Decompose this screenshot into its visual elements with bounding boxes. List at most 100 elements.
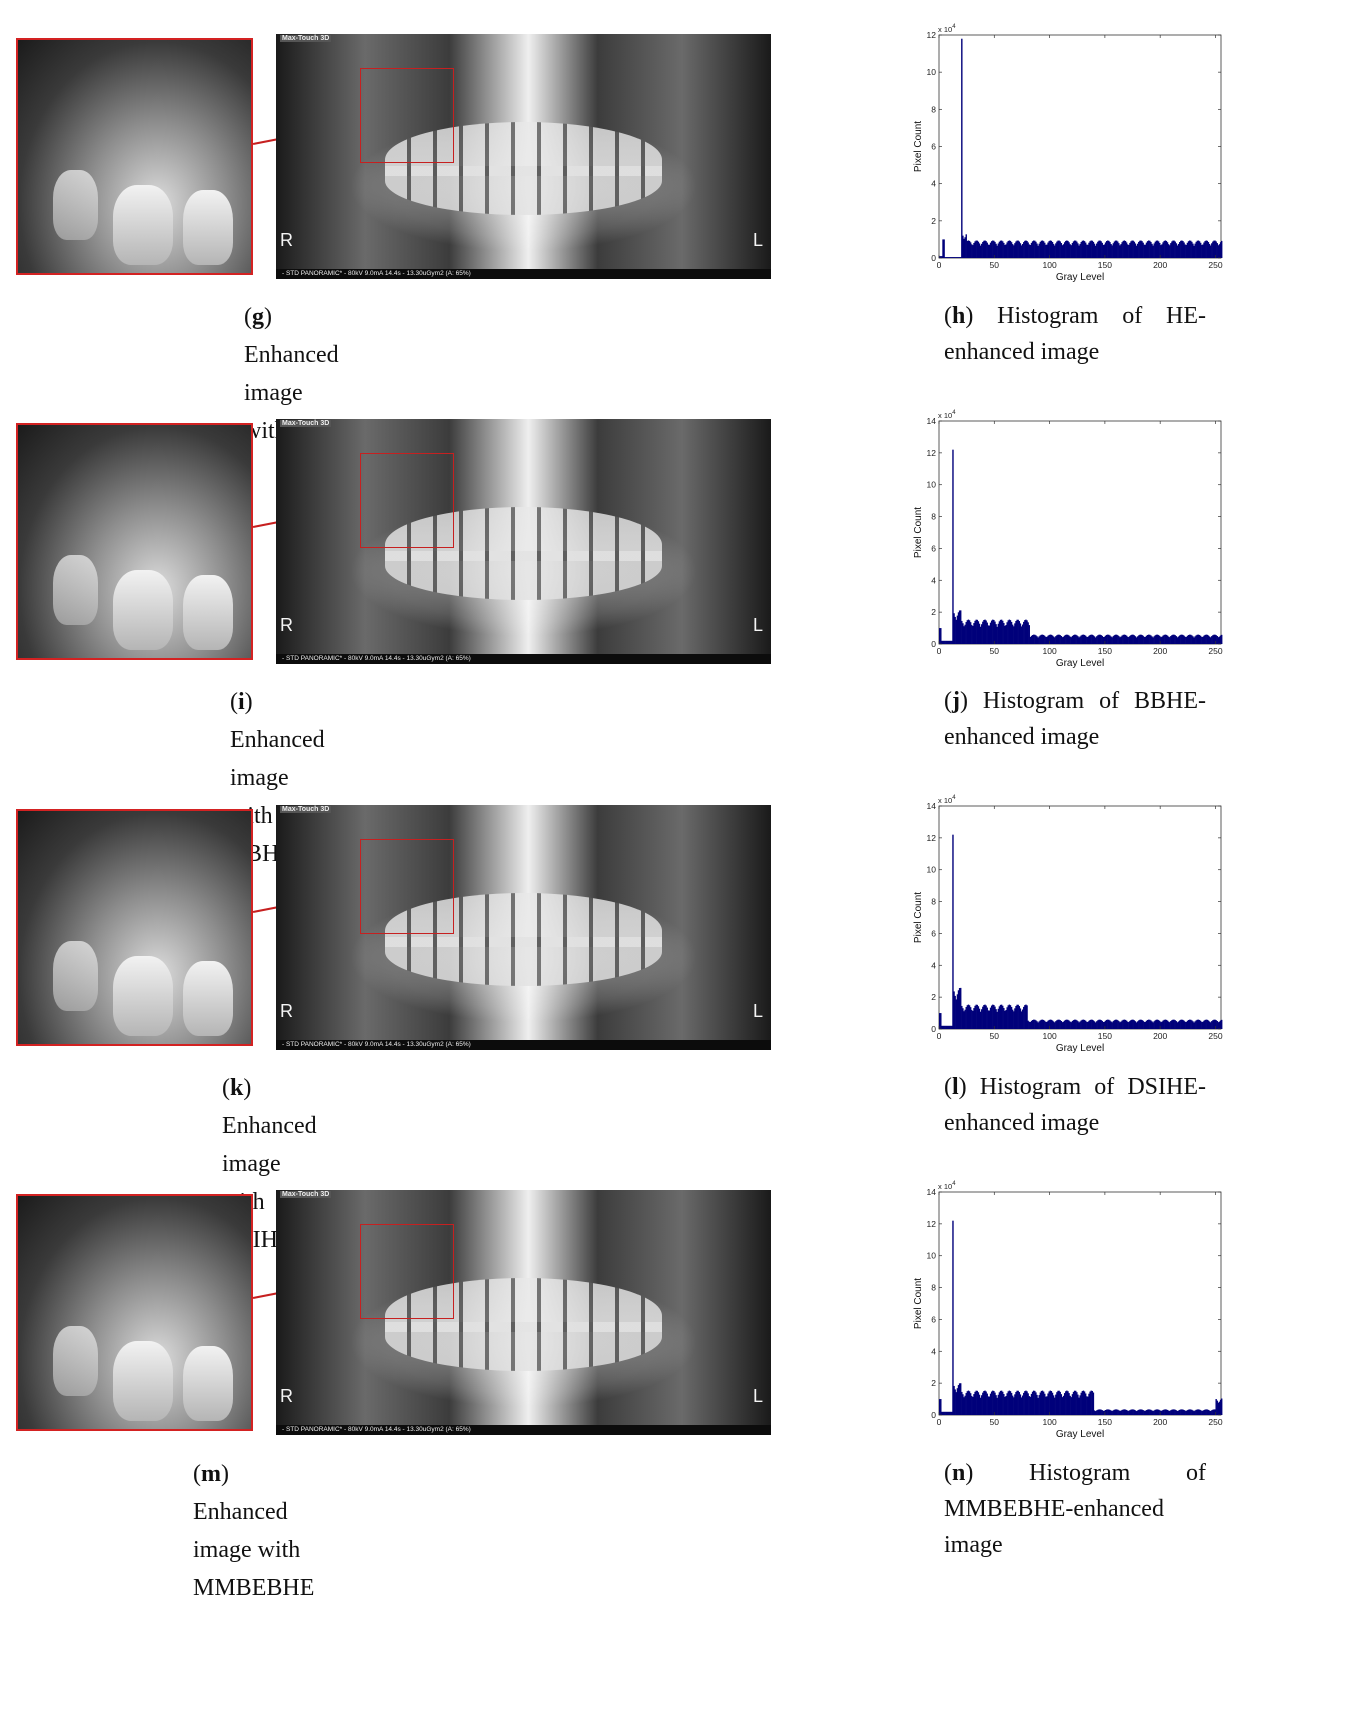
histogram-bar: [1219, 1399, 1222, 1415]
histogram-bar: [946, 1411, 949, 1415]
histogram-bar: [955, 619, 957, 644]
histogram-bar: [1027, 1393, 1029, 1415]
histogram-bar: [1016, 1004, 1018, 1029]
histogram-bar: [1031, 1020, 1034, 1029]
histogram-bar: [1175, 636, 1178, 644]
histogram-bar: [1004, 245, 1006, 258]
histogram-bar: [973, 1394, 975, 1415]
histogram-bar: [1111, 1022, 1113, 1029]
histogram-bar: [995, 1395, 997, 1415]
histogram-bar: [998, 241, 1001, 258]
histogram-bar: [940, 1399, 942, 1415]
histogram-bar: [1140, 240, 1142, 258]
histogram-bar: [1092, 241, 1095, 258]
histogram-bar: [1155, 1409, 1158, 1415]
histogram-bar: [1108, 634, 1110, 644]
histogram-bar: [997, 1008, 1000, 1029]
histogram-bar: [1044, 1393, 1046, 1415]
histogram-bar: [1110, 244, 1112, 258]
histogram-bar: [962, 235, 964, 258]
histogram-bar: [969, 1393, 972, 1415]
histogram-bar: [1050, 634, 1053, 644]
histogram-bar: [1182, 634, 1184, 644]
histogram-bar: [1213, 634, 1215, 644]
histogram-bar: [1013, 245, 1015, 258]
xray-brand-label: Max-Touch 3D: [280, 806, 332, 813]
histogram-bar: [1135, 1411, 1138, 1415]
histogram-bar: [1176, 637, 1179, 644]
histogram-bar: [1121, 1409, 1123, 1415]
histogram-bar: [971, 1009, 973, 1029]
y-tick-label: 4: [931, 575, 936, 585]
histogram-bar: [967, 240, 970, 258]
histogram-bar: [1112, 1410, 1115, 1415]
histogram-bar: [1160, 637, 1162, 644]
histogram-bar: [1057, 1390, 1059, 1415]
caption-n: (n) Histogram of MMBEBHE-enhanced image: [944, 1460, 1206, 1558]
histogram-bar: [1089, 1020, 1091, 1029]
histogram-bar: [979, 1397, 982, 1415]
histogram-bar: [1146, 634, 1149, 644]
histogram-bar: [1160, 1022, 1162, 1029]
histogram-bar: [951, 1411, 953, 1415]
x-tick-label: 100: [1042, 646, 1056, 656]
histogram-bar: [955, 257, 957, 258]
histogram-bar: [1143, 636, 1145, 644]
histogram-bar: [1038, 636, 1040, 644]
histogram-bar: [1202, 244, 1204, 258]
histogram-bar: [1139, 634, 1141, 644]
histogram-bar: [956, 257, 959, 258]
histogram-bar: [1124, 240, 1127, 258]
histogram-bar: [1156, 1409, 1159, 1415]
histogram-bar: [1036, 1021, 1038, 1029]
histogram-bar: [1073, 634, 1076, 644]
histogram-bar: [981, 1009, 983, 1029]
histogram-bar: [1008, 1004, 1011, 1029]
histogram-bar: [1047, 1393, 1049, 1415]
histogram-bar: [1029, 1022, 1032, 1029]
histogram-bar: [1054, 1022, 1056, 1029]
histogram-bar: [1041, 1390, 1044, 1415]
histogram-bar: [1063, 635, 1066, 644]
histogram-bar: [960, 987, 962, 1029]
histogram-bar: [1103, 1021, 1106, 1029]
x-tick-label: 0: [937, 646, 942, 656]
histogram-bar: [1180, 1409, 1182, 1415]
histogram-bar: [1204, 241, 1206, 258]
histogram-bar: [1218, 1021, 1221, 1029]
histogram-bar: [1162, 635, 1164, 644]
histogram-bar: [943, 239, 945, 258]
histogram-bar: [1148, 1409, 1150, 1415]
y-exponent: 4: [952, 795, 956, 801]
histogram-bar: [1176, 245, 1179, 258]
histogram-bar: [1003, 242, 1005, 258]
x-tick-label: 50: [990, 260, 1000, 270]
histogram-bar: [955, 999, 957, 1029]
histogram-bar: [968, 620, 971, 644]
histogram-bar: [1002, 1391, 1004, 1415]
histogram-bar: [1138, 1020, 1140, 1029]
histogram-bar: [960, 1383, 962, 1415]
histogram-bar: [1144, 1410, 1147, 1415]
histogram-bar: [1023, 1006, 1025, 1029]
zoom-inset-i: [16, 423, 253, 660]
histogram-bar: [1133, 635, 1136, 644]
histogram-bar: [1045, 1021, 1047, 1029]
histogram-bar: [1111, 637, 1113, 644]
histogram-bar: [1188, 634, 1191, 644]
plot-frame: [938, 805, 1222, 1030]
histogram-bar: [1205, 634, 1207, 644]
y-tick-label: 10: [927, 865, 937, 875]
histogram-bar: [1145, 1410, 1148, 1415]
histogram-bar: [1174, 1020, 1176, 1029]
histogram-bar: [954, 1389, 956, 1415]
x-tick-label: 150: [1098, 1417, 1112, 1427]
histogram-bar: [942, 640, 944, 644]
histogram-bar: [1117, 635, 1119, 644]
histogram-bar: [958, 610, 961, 644]
histogram-bar: [976, 1004, 979, 1029]
histogram-bar: [1002, 1005, 1004, 1029]
histogram-bar: [1063, 1393, 1066, 1415]
histogram-bar: [943, 640, 945, 644]
histogram-bar: [1021, 1395, 1024, 1415]
